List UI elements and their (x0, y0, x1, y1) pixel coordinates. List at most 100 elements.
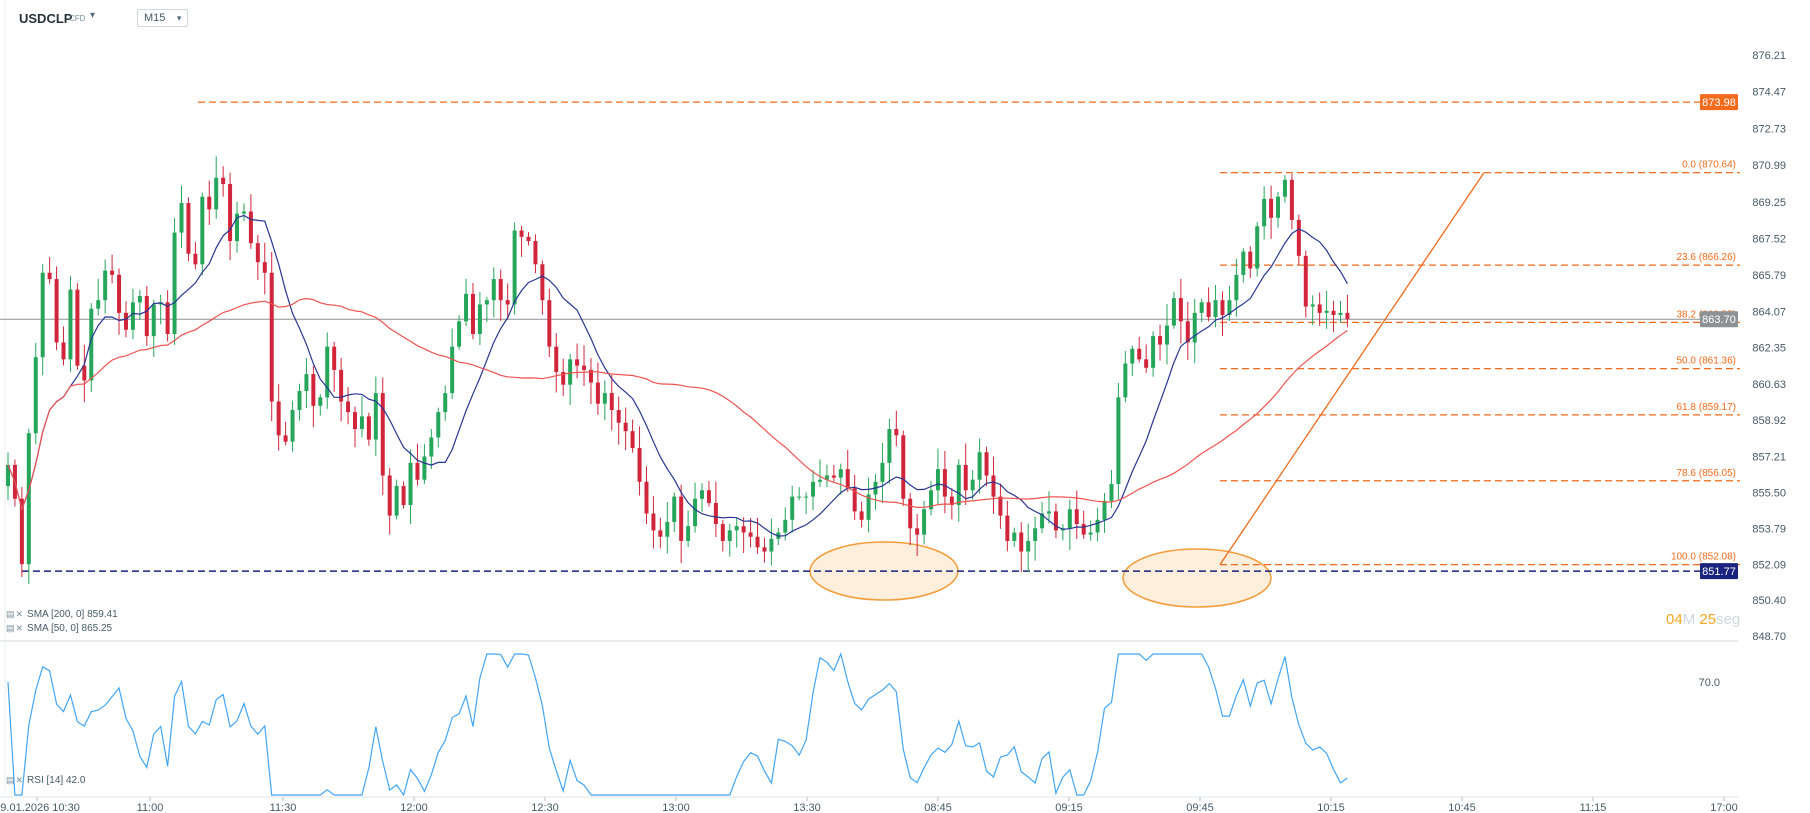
candle-body (630, 431, 635, 449)
sma200-line (7, 297, 1348, 512)
candle-body (151, 304, 156, 337)
candle-body (963, 464, 968, 491)
candle-body (262, 262, 267, 273)
support-price-label: 851.77 (1702, 566, 1736, 578)
time-tick-label: 11:15 (1580, 802, 1607, 813)
fib-level-label: 0.0 (870.64) (1682, 160, 1736, 171)
candle-body (165, 302, 170, 334)
candle-body (1144, 359, 1149, 368)
price-tick-label: 865.79 (1752, 270, 1786, 282)
candle-body (318, 397, 323, 406)
candle-body (387, 475, 392, 516)
candle-body (1033, 528, 1038, 541)
candle-body (811, 481, 816, 497)
candle-body (540, 264, 545, 301)
candle-body (429, 437, 434, 457)
symbol-name[interactable]: USDCLP (19, 11, 73, 26)
candle-body (33, 357, 38, 434)
candle-countdown-timer: 04M 25seg (1666, 611, 1740, 628)
candle-body (200, 196, 205, 265)
candle-body (353, 412, 357, 430)
sma200-legend-label: SMA [200, 0] 859.41 (27, 609, 118, 620)
legend-toggle-icon[interactable]: ▤✕ (6, 609, 25, 619)
support-price-badge (1700, 563, 1738, 580)
candle-body (984, 452, 989, 476)
price-tick-label: 864.07 (1752, 306, 1786, 318)
symbol-chevron-down-icon[interactable]: ▾ (90, 10, 96, 21)
candle-body (228, 184, 233, 242)
candle-body (1178, 298, 1183, 322)
candle-body (1040, 513, 1045, 529)
candle-body (137, 295, 142, 303)
candle-body (887, 429, 892, 463)
candle-body (838, 469, 843, 478)
price-axis: 876.21 874.47 872.73 870.99 869.25 867.52 865.… (1700, 50, 1786, 643)
time-tick-label: 11:00 (137, 802, 164, 813)
candle-body (1206, 302, 1211, 318)
candle-body (658, 530, 663, 537)
candle-body (1269, 198, 1274, 218)
price-tick-label: 858.92 (1752, 415, 1786, 427)
candle-body (727, 530, 732, 541)
candle-body (477, 304, 482, 334)
candle-body (82, 365, 87, 381)
candle-body (422, 456, 427, 480)
timeframe-selector[interactable]: M15 ▾ (137, 9, 189, 27)
candle-body (512, 230, 517, 305)
candle-body (436, 412, 441, 438)
candle-body (595, 382, 600, 404)
candle-body (339, 369, 344, 402)
candle-body (700, 490, 704, 499)
candle-body (672, 496, 677, 522)
candle-body (783, 519, 788, 533)
candle-body (248, 211, 253, 244)
sma50-legend[interactable]: ▤✕ SMA [50, 0] 865.25 (6, 623, 112, 634)
double-bottom-highlight-2 (1122, 548, 1272, 608)
candle-body (269, 272, 274, 402)
candle-body (290, 410, 295, 442)
candle-body (214, 177, 219, 210)
candle-body (755, 536, 760, 548)
fib-level-label: 50.0 (861.36) (1677, 356, 1737, 367)
price-tick-label: 869.25 (1752, 197, 1786, 209)
rsi-legend[interactable]: ▤✕ RSI [14] 42.0 (6, 775, 85, 786)
candle-body (942, 469, 947, 497)
timeframe-label: M15 (144, 12, 166, 24)
candle-body (998, 496, 1003, 516)
candle-body (1130, 348, 1135, 364)
candle-body (824, 475, 829, 480)
candle-body (616, 410, 621, 423)
candle-body (588, 369, 593, 383)
time-tick-label: 12:30 (531, 802, 559, 813)
legend-toggle-icon[interactable]: ▤✕ (6, 775, 25, 785)
candle-body (533, 241, 538, 265)
candle-body (582, 365, 587, 370)
candle-body (1227, 300, 1232, 315)
candle-body (519, 230, 524, 237)
candle-body (47, 272, 52, 280)
candle-body (651, 513, 656, 531)
candle-body (325, 346, 330, 398)
candle-body (68, 289, 73, 360)
fib-trend-line (1219, 172, 1485, 565)
candle-body (283, 435, 288, 442)
sma200-legend[interactable]: ▤✕ SMA [200, 0] 859.41 (6, 609, 118, 620)
candle-body (1116, 397, 1121, 484)
time-tick-label: 17:00 (1710, 802, 1738, 813)
candle-body (443, 393, 448, 413)
candle-body (734, 526, 739, 531)
timer-seconds: 25 (1699, 611, 1717, 628)
candle-body (922, 509, 927, 535)
legend-toggle-icon[interactable]: ▤✕ (6, 623, 25, 633)
candle-body (804, 496, 809, 498)
candle-body (221, 177, 226, 185)
candle-body (75, 289, 80, 366)
candle-body (484, 300, 489, 305)
candle-body (713, 502, 718, 525)
candle-body (186, 203, 191, 254)
candle-body (970, 479, 975, 491)
candle-body (144, 295, 149, 337)
fib-level-label: 78.6 (856.05) (1677, 468, 1737, 479)
price-tick-label: 855.50 (1752, 487, 1786, 499)
